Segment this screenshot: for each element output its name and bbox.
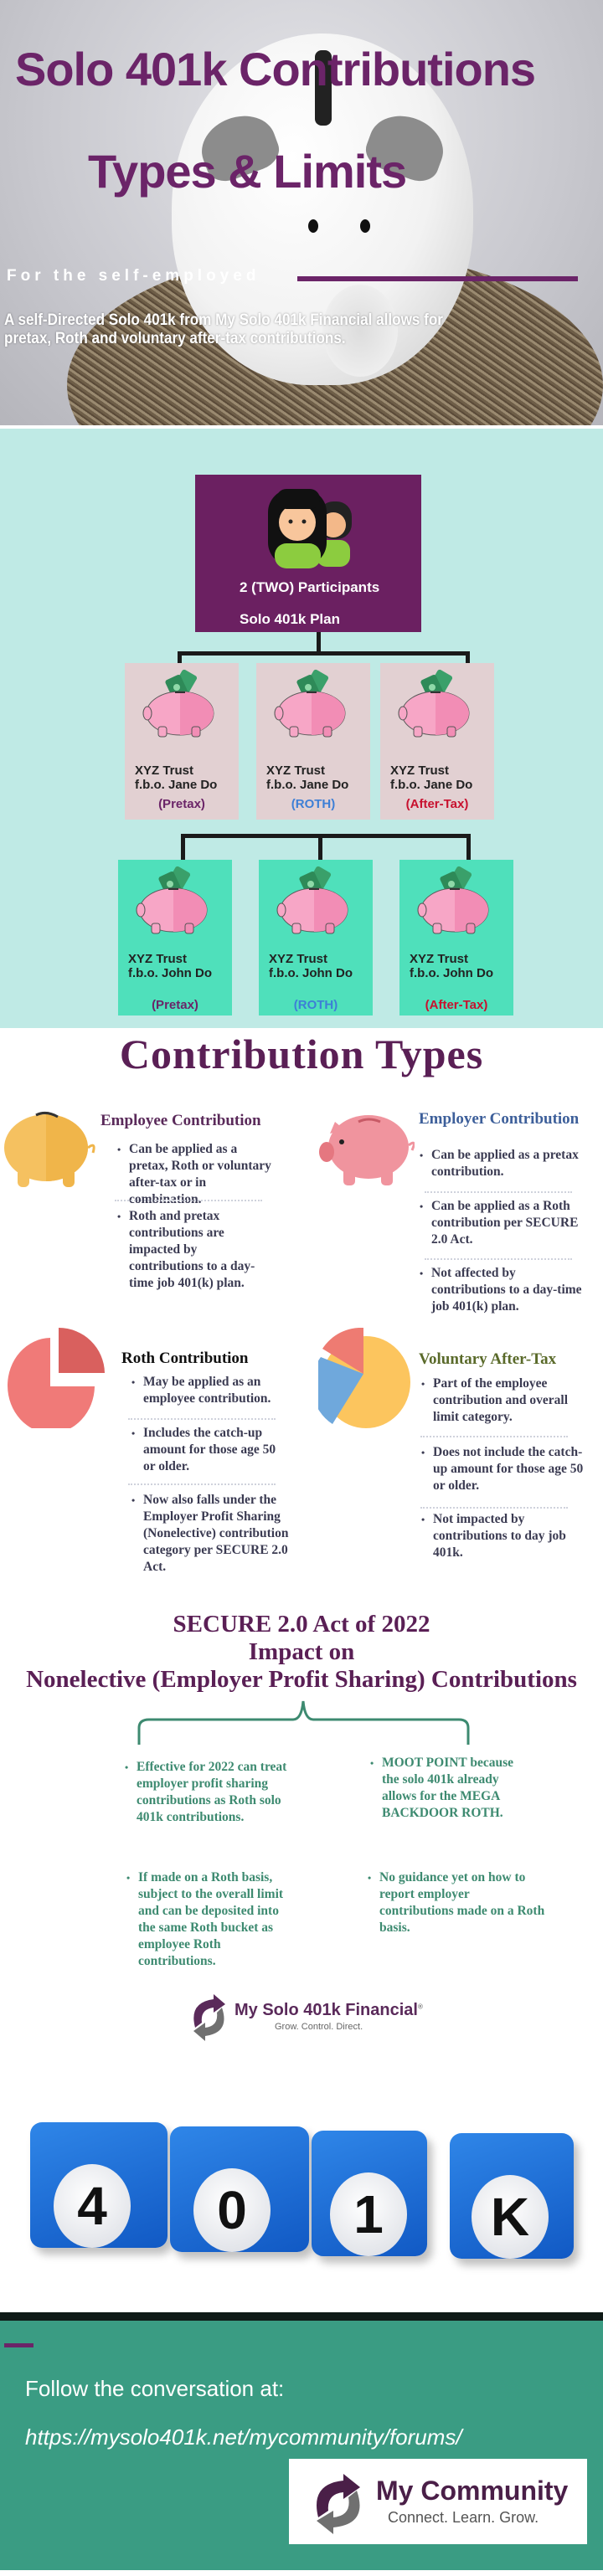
- section-title: Contribution Types: [119, 1031, 484, 1077]
- trust-name: XYZ Trust f.b.o. John Do: [269, 952, 353, 980]
- employee-heading: Employee Contribution: [100, 1112, 261, 1129]
- piggy-bank-icon: [274, 669, 346, 738]
- hero-banner: Solo 401k Contributions Types & Limits F…: [0, 0, 603, 425]
- bullet: May be applied as an employee contributi…: [131, 1374, 290, 1407]
- brace-divider: [137, 1700, 470, 1745]
- pig-eye: [360, 219, 370, 233]
- bullet: Can be applied as a pretax contribution.: [420, 1147, 582, 1180]
- piggy-bank-icon: [417, 866, 489, 934]
- bullet: Now also falls under the Employer Profit…: [131, 1492, 290, 1576]
- pink-piggy-icon: [319, 1115, 415, 1185]
- hero-subtitle: Types & Limits: [88, 145, 407, 198]
- pig-snout: [322, 285, 398, 377]
- pig-eye: [308, 219, 318, 233]
- bullet: Roth and pretax contributions are impact…: [117, 1208, 271, 1292]
- coin-slot: [315, 50, 332, 126]
- pie-chart-icon: [8, 1328, 105, 1428]
- hero-title: Solo 401k Contributions: [15, 43, 536, 95]
- account-box-jane: XYZ Trust f.b.o. Jane Do (After-Tax): [380, 663, 494, 820]
- connector: [317, 632, 321, 653]
- piggy-bank-icon: [276, 866, 348, 934]
- cube-k: K: [450, 2133, 574, 2259]
- pie-chart-icon: [318, 1328, 410, 1428]
- plan-box: 2 (TWO) Participants Solo 401k Plan: [195, 475, 421, 632]
- participants-icon: [268, 489, 352, 568]
- trust-name: XYZ Trust f.b.o. John Do: [410, 952, 493, 980]
- bullet: MOOT POINT because the solo 401k already…: [370, 1755, 533, 1822]
- dotted-divider: [420, 1436, 568, 1437]
- connector: [181, 834, 185, 861]
- dotted-divider: [128, 1418, 276, 1420]
- dotted-divider: [425, 1191, 572, 1193]
- secure-subtitle: Impact on: [248, 1638, 355, 1665]
- voluntary-heading: Voluntary After-Tax: [419, 1350, 557, 1368]
- bullet: Can be applied as a pretax, Roth or volu…: [117, 1141, 271, 1208]
- community-name: My Community: [376, 2476, 569, 2506]
- contribution-type-label: (Pretax): [158, 797, 205, 811]
- bullet: Not impacted by contributions to day job…: [421, 1511, 584, 1561]
- account-box-john: XYZ Trust f.b.o. John Do (After-Tax): [399, 860, 513, 1015]
- divider: [297, 276, 578, 281]
- contribution-type-label: (ROTH): [293, 998, 338, 1012]
- divider: [0, 2312, 603, 2321]
- contribution-type-label: (Pretax): [152, 998, 198, 1012]
- dotted-divider: [115, 1200, 262, 1201]
- employer-heading: Employer Contribution: [419, 1110, 580, 1128]
- bullet: Can be applied as a Roth contribution pe…: [420, 1198, 582, 1248]
- piggy-bank-icon: [136, 866, 208, 934]
- cube-1: 1: [312, 2131, 427, 2256]
- plan-diagram: 2 (TWO) Participants Solo 401k Plan XYZ …: [0, 429, 603, 1028]
- account-box-jane: XYZ Trust f.b.o. Jane Do (Pretax): [125, 663, 239, 820]
- connector: [178, 651, 182, 665]
- forum-link[interactable]: https://mysolo401k.net/mycommunity/forum…: [25, 2424, 462, 2450]
- footer: Follow the conversation at: https://myso…: [0, 2321, 603, 2570]
- contribution-type-label: (ROTH): [291, 797, 336, 811]
- secure-subtitle: Nonelective (Employer Profit Sharing) Co…: [26, 1666, 577, 1693]
- community-logo-icon: [317, 2474, 360, 2534]
- bullet: Not affected by contributions to a day-t…: [420, 1265, 582, 1315]
- dotted-divider: [425, 1258, 572, 1260]
- community-tagline: Connect. Learn. Grow.: [388, 2509, 539, 2526]
- connector: [178, 651, 469, 656]
- connector: [466, 651, 470, 665]
- contribution-type-label: (After-Tax): [405, 797, 469, 811]
- piggy-bank-icon: [398, 669, 470, 738]
- bullet: No guidance yet on how to report employe…: [368, 1869, 547, 1936]
- participants-label: 2 (TWO) Participants: [240, 579, 380, 595]
- follow-text: Follow the conversation at:: [25, 2376, 285, 2401]
- piggy-bank-icon: [142, 669, 214, 738]
- plan-label: Solo 401k Plan: [240, 611, 340, 627]
- tagline: For the self-employed: [7, 267, 260, 285]
- hero-description: A self-Directed Solo 401k from My Solo 4…: [4, 311, 443, 347]
- bullet: Includes the catch-up amount for those a…: [131, 1425, 290, 1475]
- accent-rule: [4, 2343, 34, 2347]
- trust-name: XYZ Trust f.b.o. John Do: [128, 952, 212, 980]
- secure-title: SECURE 2.0 Act of 2022: [173, 1611, 430, 1638]
- account-box-john: XYZ Trust f.b.o. John Do (ROTH): [259, 860, 373, 1015]
- my-solo-401k-logo-icon: [193, 1994, 225, 2041]
- bullet: Effective for 2022 can treat employer pr…: [125, 1759, 287, 1826]
- company-name: My Solo 401k Financial®: [234, 2001, 423, 2019]
- gold-piggy-icon: [4, 1111, 95, 1187]
- trust-name: XYZ Trust f.b.o. Jane Do: [390, 764, 473, 792]
- cube-4: 4: [30, 2122, 168, 2248]
- connector: [318, 834, 322, 861]
- company-tagline: Grow. Control. Direct.: [275, 2022, 363, 2032]
- account-box-jane: XYZ Trust f.b.o. Jane Do (ROTH): [256, 663, 370, 820]
- contribution-type-label: (After-Tax): [425, 998, 488, 1012]
- trust-name: XYZ Trust f.b.o. Jane Do: [266, 764, 349, 792]
- bullet: Part of the employee contribution and ov…: [421, 1375, 584, 1426]
- cube-0: 0: [170, 2126, 309, 2252]
- roth-heading: Roth Contribution: [121, 1350, 249, 1367]
- trust-name: XYZ Trust f.b.o. Jane Do: [135, 764, 218, 792]
- dotted-divider: [420, 1507, 568, 1509]
- connector: [466, 834, 471, 861]
- bullet: Does not include the catch-up amount for…: [421, 1444, 584, 1494]
- account-box-john: XYZ Trust f.b.o. John Do (Pretax): [118, 860, 232, 1015]
- dotted-divider: [128, 1483, 276, 1485]
- connector: [181, 834, 471, 838]
- bullet: If made on a Roth basis, subject to the …: [126, 1869, 289, 1970]
- community-logo: My Community Connect. Learn. Grow.: [289, 2459, 587, 2544]
